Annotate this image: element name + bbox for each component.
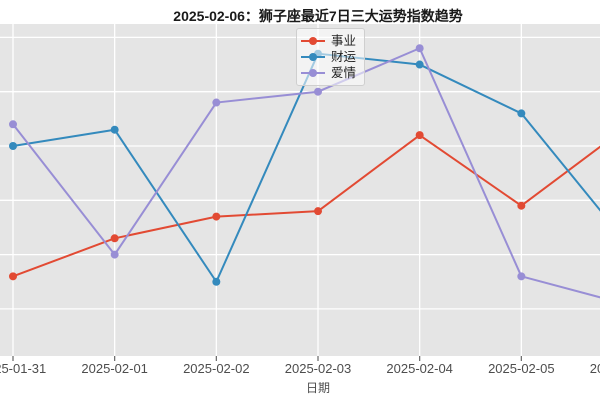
legend-dot [309,69,317,77]
x-tick-label: 2025-02-03 [284,361,352,376]
legend-label: 爱情 [331,66,357,80]
data-point-事业-1 [110,234,119,243]
data-point-财运-4 [415,60,424,69]
data-point-财运-1 [110,125,119,134]
data-point-事业-5 [517,201,526,210]
legend-dot [309,37,317,45]
legend-item-爱情: 爱情 [301,65,356,81]
data-point-事业-0 [9,272,17,281]
data-point-爱情-0 [9,120,17,129]
legend-marker-icon [301,36,325,46]
legend-label: 财运 [331,50,357,64]
legend-marker-icon [301,52,325,62]
x-tick-label: 2025-02-04 [386,361,453,376]
x-tick-label: 2025-02-05 [488,361,555,376]
data-point-爱情-5 [517,272,526,281]
data-point-财运-0 [9,142,17,150]
data-point-财运-5 [517,109,526,118]
data-point-爱情-1 [110,250,119,259]
data-point-事业-2 [212,212,221,221]
data-point-爱情-2 [212,98,221,107]
x-tick-label: 2025-02-06 [589,361,600,376]
data-point-财运-2 [212,277,221,286]
legend-marker-icon [301,68,325,78]
legend: 事业 财运 爱情 [296,28,366,86]
x-tick-label: 2025-02-01 [81,361,148,376]
data-point-事业-3 [314,207,323,216]
x-tick-label: 2025-01-31 [0,361,47,376]
x-axis-title: 日期 [305,381,331,395]
legend-item-财运: 财运 [301,49,356,65]
legend-item-事业: 事业 [301,33,356,49]
data-point-爱情-4 [415,44,424,53]
chart-title: 2025-02-06：狮子座最近7日三大运势指数趋势 [173,8,463,24]
data-point-事业-4 [415,131,424,140]
legend-dot [309,53,317,61]
legend-label: 事业 [331,34,357,48]
data-point-爱情-3 [314,87,323,96]
x-axis-tick-labels: 2025-01-31 2025-02-01 2025-02-02 2025-02-03… [0,361,600,379]
x-tick-label: 2025-02-02 [183,361,250,376]
